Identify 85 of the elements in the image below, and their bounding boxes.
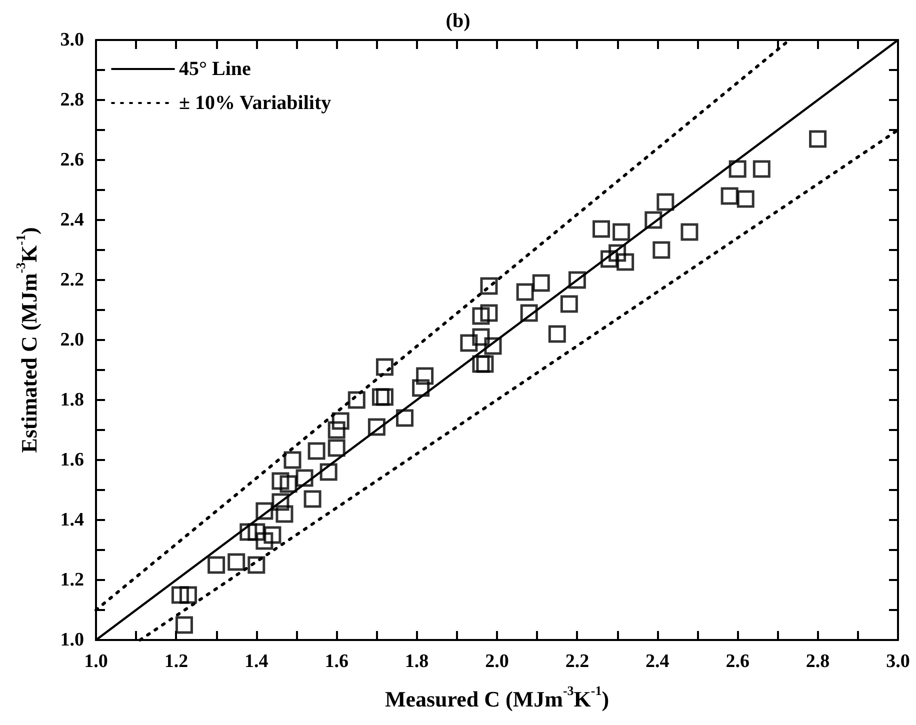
point <box>809 130 827 148</box>
y-tick-label: 1.8 <box>60 390 84 410</box>
point <box>480 277 498 295</box>
y-axis-title: Estimated C (MJm-3K-1) <box>13 227 42 453</box>
point <box>396 409 414 427</box>
point <box>476 355 494 373</box>
point <box>280 475 298 493</box>
point <box>175 616 193 634</box>
point <box>304 490 322 508</box>
point <box>484 337 502 355</box>
point <box>332 412 350 430</box>
point <box>376 388 394 406</box>
point <box>264 526 282 544</box>
point <box>560 295 578 313</box>
y-tick-label: 1.2 <box>60 570 84 590</box>
legend-label: 45° Line <box>179 58 252 80</box>
point <box>240 523 258 541</box>
point <box>480 304 498 322</box>
y-tick-label: 2.4 <box>60 210 84 230</box>
point <box>328 421 346 439</box>
point <box>248 523 266 541</box>
x-tick-label: 1.0 <box>84 651 108 672</box>
point <box>568 271 586 289</box>
x-tick-label: 2.2 <box>565 651 590 672</box>
point <box>248 556 266 574</box>
point <box>548 325 566 343</box>
x-tick-label: 1.4 <box>244 651 269 672</box>
point <box>752 160 770 178</box>
y-tick-label: 2.0 <box>60 330 84 350</box>
point <box>179 586 197 604</box>
y-tick-label: 3.0 <box>60 30 84 50</box>
point <box>256 502 274 520</box>
point <box>472 328 490 346</box>
y-tick-label: 2.2 <box>60 270 84 290</box>
point <box>368 418 386 436</box>
x-tick-label: 2.0 <box>485 651 509 672</box>
point <box>720 187 738 205</box>
point <box>516 283 534 301</box>
point <box>472 307 490 325</box>
legend-label: ± 10% Variability <box>179 92 332 114</box>
point <box>728 160 746 178</box>
x-tick-label: 2.6 <box>726 651 750 672</box>
point <box>416 367 434 385</box>
point <box>376 358 394 376</box>
point <box>520 304 538 322</box>
x-tick-label: 2.8 <box>806 651 830 672</box>
point <box>296 469 314 487</box>
x-tick-label: 1.6 <box>324 651 348 672</box>
point <box>308 442 326 460</box>
point <box>644 211 662 229</box>
point <box>600 250 618 268</box>
point <box>171 586 189 604</box>
x-tick-label: 2.4 <box>646 651 670 672</box>
point <box>328 439 346 457</box>
point <box>208 556 226 574</box>
chart-title: (b) <box>446 10 470 32</box>
point <box>412 379 430 397</box>
y-tick-label: 2.8 <box>60 90 84 110</box>
point <box>592 220 610 238</box>
point <box>372 388 390 406</box>
point <box>272 472 290 490</box>
point <box>608 244 626 262</box>
point <box>228 553 246 571</box>
point <box>612 223 630 241</box>
point <box>532 274 550 292</box>
x-tick-label: 1.2 <box>164 651 188 672</box>
y-tick-label: 1.6 <box>60 450 84 470</box>
point <box>652 241 670 259</box>
point <box>472 355 490 373</box>
point <box>284 451 302 469</box>
y-tick-label: 1.4 <box>60 510 84 530</box>
point <box>256 532 274 550</box>
x-tick-label: 1.8 <box>404 651 429 672</box>
point <box>348 391 366 409</box>
point <box>272 493 290 511</box>
y-tick-label: 2.6 <box>60 150 84 170</box>
point <box>736 190 754 208</box>
y-tick-label: 1.0 <box>60 630 84 650</box>
point <box>276 505 294 523</box>
point <box>460 334 478 352</box>
point <box>320 463 338 481</box>
point <box>656 193 674 211</box>
x-tick-label: 3.0 <box>886 651 910 672</box>
point <box>616 253 634 271</box>
point <box>680 223 698 241</box>
